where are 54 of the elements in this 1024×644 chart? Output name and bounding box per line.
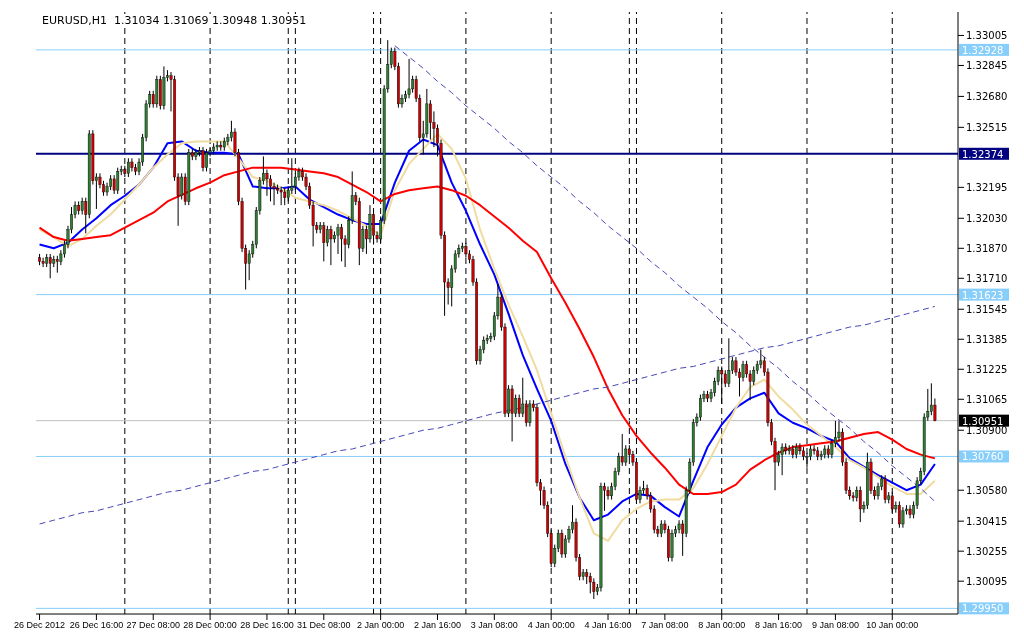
x-tick-label: 26 Dec 2012 — [14, 620, 66, 631]
x-tick-label: 4 Jan 00:00 — [527, 620, 575, 631]
x-tick-label: 2 Jan 00:00 — [357, 620, 405, 631]
y-tick-label: 1.31710 — [966, 272, 1008, 284]
candlestick — [41, 257, 45, 268]
y-tick-label: 1.31225 — [966, 363, 1008, 375]
x-tick-label: 8 Jan 16:00 — [755, 620, 803, 631]
x-tick-label: 7 Jan 08:00 — [641, 620, 689, 631]
ref-line-label: 1.29950 — [962, 603, 1004, 615]
candlestick — [798, 442, 802, 456]
candlestick — [336, 223, 340, 255]
ref-line-label: 1.30951 — [962, 415, 1004, 427]
x-tick-label: 8 Jan 00:00 — [698, 620, 746, 631]
y-tick-label: 1.32195 — [966, 181, 1008, 193]
x-tick-label: 2 Jan 16:00 — [413, 620, 462, 631]
y-tick-label: 1.31065 — [966, 393, 1008, 405]
x-tick-label: 28 Dec 00:00 — [183, 620, 237, 631]
candlestick — [407, 58, 411, 99]
x-tick-label: 31 Dec 08:00 — [297, 620, 351, 631]
x-tick-label: 4 Jan 16:00 — [584, 620, 632, 631]
ref-line-label: 1.32928 — [962, 44, 1004, 56]
y-tick-label: 1.32515 — [966, 121, 1008, 133]
x-tick-label: 27 Dec 08:00 — [126, 620, 181, 631]
candlestick — [322, 221, 326, 262]
y-tick-label: 1.31545 — [966, 303, 1008, 315]
candlestick — [699, 394, 702, 422]
candlestick — [677, 519, 681, 534]
x-tick-label: 3 Jan 08:00 — [470, 620, 518, 631]
y-tick-label: 1.32680 — [966, 90, 1008, 102]
y-tick-label: 1.31870 — [966, 242, 1008, 254]
y-tick-label: 1.30415 — [966, 515, 1008, 527]
ref-line-label: 1.32374 — [962, 148, 1004, 160]
y-tick-label: 1.31385 — [966, 333, 1008, 345]
y-tick-label: 1.32030 — [966, 212, 1008, 224]
y-tick-label: 1.30580 — [966, 484, 1008, 496]
candlestick — [201, 146, 205, 172]
candlestick — [812, 444, 816, 456]
candlestick — [269, 174, 272, 202]
y-tick-label: 1.30255 — [966, 545, 1008, 557]
x-tick-label: 10 Jan 00:00 — [866, 620, 919, 631]
ref-line-label: 1.31623 — [962, 289, 1004, 301]
candlestick — [265, 169, 269, 197]
y-tick-label: 1.32845 — [966, 60, 1008, 71]
y-tick-label: 1.33005 — [966, 29, 1008, 41]
ref-line-label: 1.30760 — [962, 451, 1004, 463]
y-tick-label: 1.30900 — [966, 424, 1008, 436]
x-tick-label: 28 Dec 16:00 — [240, 620, 294, 631]
chart-title: EURUSD,H1 1.31034 1.31069 1.30948 1.30951 — [40, 14, 309, 27]
x-tick-label: 9 Jan 08:00 — [811, 620, 859, 631]
candlestick — [560, 529, 564, 559]
candlestick — [130, 157, 134, 172]
x-tick-label: 26 Dec 16:00 — [69, 620, 124, 631]
y-tick-label: 1.30095 — [966, 575, 1008, 587]
candlestick — [180, 172, 184, 201]
